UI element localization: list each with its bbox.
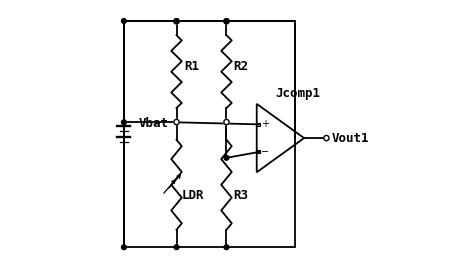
Bar <box>257 150 260 153</box>
Circle shape <box>224 119 229 125</box>
Circle shape <box>174 119 179 125</box>
Circle shape <box>224 155 229 160</box>
Circle shape <box>121 19 126 23</box>
Text: R2: R2 <box>233 60 248 73</box>
Circle shape <box>224 19 229 24</box>
Text: Jcomp1: Jcomp1 <box>275 87 320 100</box>
Circle shape <box>174 19 179 23</box>
Text: LDR: LDR <box>182 189 204 202</box>
Circle shape <box>224 245 229 250</box>
Circle shape <box>121 120 126 125</box>
Text: Vout1: Vout1 <box>332 132 369 145</box>
Circle shape <box>174 19 179 24</box>
Circle shape <box>324 135 329 141</box>
Text: Vbat: Vbat <box>138 117 168 130</box>
Text: −: − <box>261 147 269 157</box>
Text: R3: R3 <box>233 189 248 202</box>
Circle shape <box>224 19 229 23</box>
Bar <box>257 123 260 126</box>
Circle shape <box>121 245 126 250</box>
Text: R1: R1 <box>184 60 200 73</box>
Text: +: + <box>261 119 269 129</box>
Circle shape <box>174 245 179 250</box>
